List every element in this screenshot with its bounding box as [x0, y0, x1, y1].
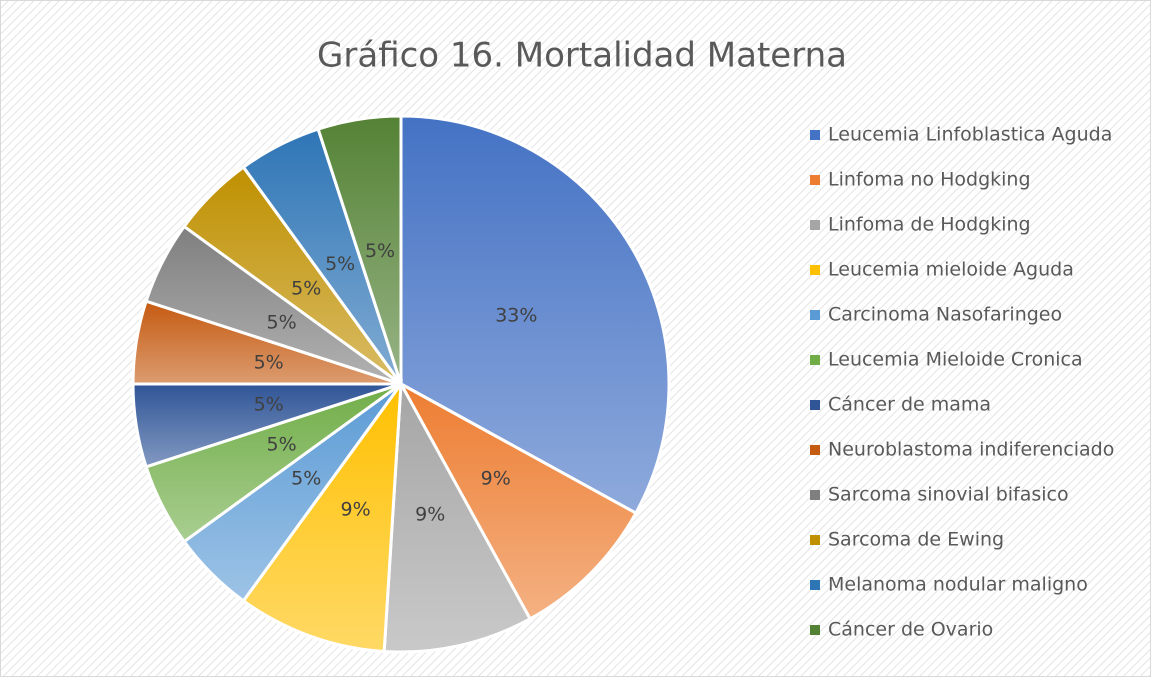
legend-label: Melanoma nodular maligno: [828, 574, 1088, 596]
legend-marker: [810, 355, 820, 365]
legend-marker: [810, 580, 820, 590]
legend-label: Cáncer de mama: [828, 394, 991, 416]
legend-marker: [810, 310, 820, 320]
legend-label: Leucemia Mieloide Cronica: [828, 349, 1083, 371]
data-label: 5%: [325, 253, 355, 275]
data-label: 5%: [267, 312, 297, 334]
legend-marker: [810, 265, 820, 275]
data-label: 9%: [341, 499, 371, 521]
pie-slice: [316, 114, 403, 385]
data-label: 9%: [415, 503, 445, 525]
legend-label: Carcinoma Nasofaringeo: [828, 304, 1062, 326]
pie-slice: [397, 380, 638, 621]
legend-marker: [810, 400, 820, 410]
data-label: 33%: [495, 304, 537, 326]
data-label: 5%: [267, 433, 297, 455]
legend-marker: [810, 490, 820, 500]
legend-marker: [810, 220, 820, 230]
pie-slice: [382, 378, 533, 654]
legend-marker: [810, 625, 820, 635]
data-label: 5%: [291, 278, 321, 300]
data-label: 5%: [291, 467, 321, 489]
legend-label: Cáncer de Ovario: [828, 619, 993, 641]
legend-label: Leucemia Linfoblastica Aguda: [828, 124, 1112, 146]
legend-marker: [810, 535, 820, 545]
legend-marker: [810, 130, 820, 140]
data-label: 9%: [481, 467, 511, 489]
legend-label: Linfoma no Hodgking: [828, 169, 1031, 191]
chart-title: Gráfico 16. Mortalidad Materna: [317, 36, 847, 76]
data-label: 5%: [254, 352, 284, 374]
data-label: 5%: [254, 393, 284, 415]
legend-label: Neuroblastoma indiferenciado: [828, 439, 1114, 461]
data-label: 5%: [365, 240, 395, 262]
legend-marker: [810, 175, 820, 185]
legend-label: Sarcoma sinovial bifasico: [828, 484, 1069, 506]
legend-marker: [810, 445, 820, 455]
legend-label: Leucemia mieloide Aguda: [828, 259, 1074, 281]
pie-slice: [399, 114, 671, 516]
legend-label: Sarcoma de Ewing: [828, 529, 1004, 551]
legend-label: Linfoma de Hodgking: [828, 214, 1031, 236]
pie-slice: [241, 378, 403, 654]
